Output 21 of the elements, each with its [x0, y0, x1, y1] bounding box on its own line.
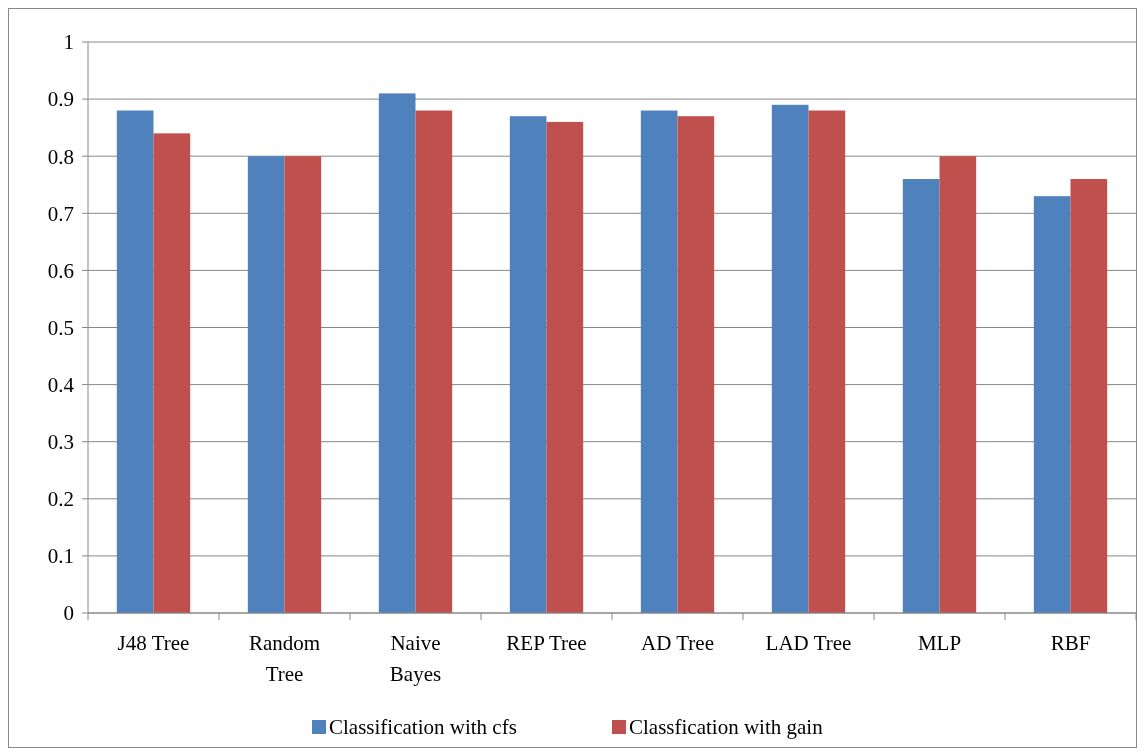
x-tick-label: J48 Tree	[117, 631, 190, 655]
y-tick-label: 0	[63, 601, 74, 626]
y-tick-label: 0.2	[47, 487, 74, 512]
y-tick-label: 0.4	[47, 372, 75, 397]
y-tick-label: 0.6	[47, 258, 74, 283]
y-tick-label: 0.1	[47, 544, 74, 569]
y-tick-label: 0.3	[47, 430, 74, 455]
y-tick-label: 0.9	[47, 87, 74, 112]
y-tick-label: 1	[63, 30, 74, 55]
y-tick-label: 0.7	[47, 201, 74, 226]
x-tick-label: Random Tree	[248, 631, 321, 686]
y-tick-label: 0.5	[47, 315, 74, 340]
legend-label: Classification with cfs	[329, 715, 517, 740]
x-tick-label: MLP	[917, 631, 962, 655]
x-tick-label: RBF	[1050, 631, 1091, 655]
x-tick-label: Naive Bayes	[389, 631, 442, 686]
legend-label: Classfication with gain	[629, 715, 824, 740]
x-tick-label: AD Tree	[641, 631, 714, 655]
x-tick-label: REP Tree	[506, 631, 587, 655]
y-tick-label: 0.8	[47, 144, 74, 169]
x-tick-label: LAD Tree	[765, 631, 852, 655]
